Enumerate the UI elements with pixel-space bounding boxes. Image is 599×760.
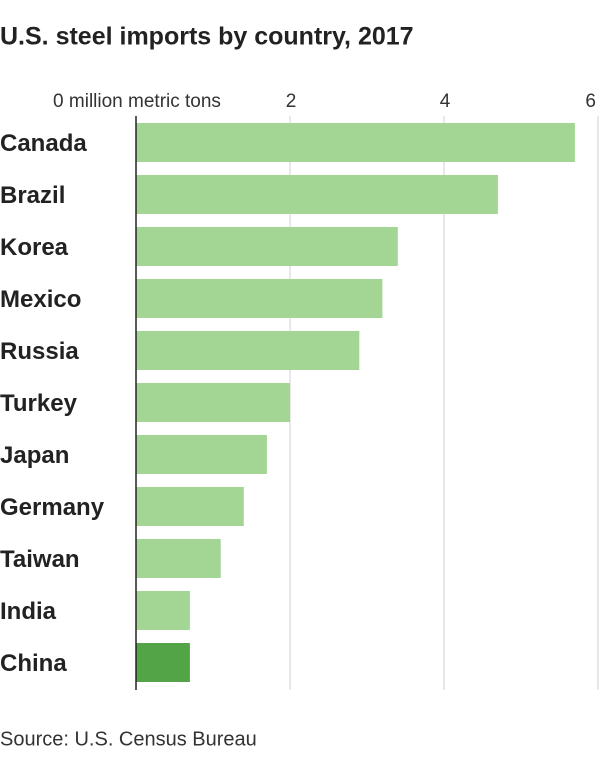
y-tick-label: Germany (0, 494, 105, 521)
y-tick-label: Canada (0, 130, 87, 157)
bar (136, 279, 383, 318)
bar (136, 175, 498, 214)
x-tick-label: 0 million metric tons (53, 91, 221, 112)
bar (136, 123, 575, 162)
y-tick-label: Brazil (0, 182, 65, 209)
bar (136, 383, 290, 422)
bar (136, 227, 398, 266)
bar (136, 331, 360, 370)
chart-title: U.S. steel imports by country, 2017 (0, 23, 414, 51)
y-tick-label: Japan (0, 442, 69, 469)
y-tick-label: China (0, 650, 67, 677)
y-tick-label: Russia (0, 338, 79, 365)
bar (136, 435, 267, 474)
x-tick-label: 2 (286, 91, 297, 112)
y-tick-label: India (0, 598, 57, 625)
y-tick-label: Mexico (0, 286, 81, 313)
source: Source: U.S. Census Bureau (0, 728, 257, 750)
x-tick-label: 6 (585, 91, 596, 112)
y-tick-label: Korea (0, 234, 69, 261)
x-tick-label: 4 (440, 91, 451, 112)
y-tick-label: Turkey (0, 390, 78, 417)
bar (136, 487, 244, 526)
y-tick-label: Taiwan (0, 546, 80, 573)
bar (136, 643, 190, 682)
bar (136, 539, 221, 578)
bar (136, 591, 190, 630)
